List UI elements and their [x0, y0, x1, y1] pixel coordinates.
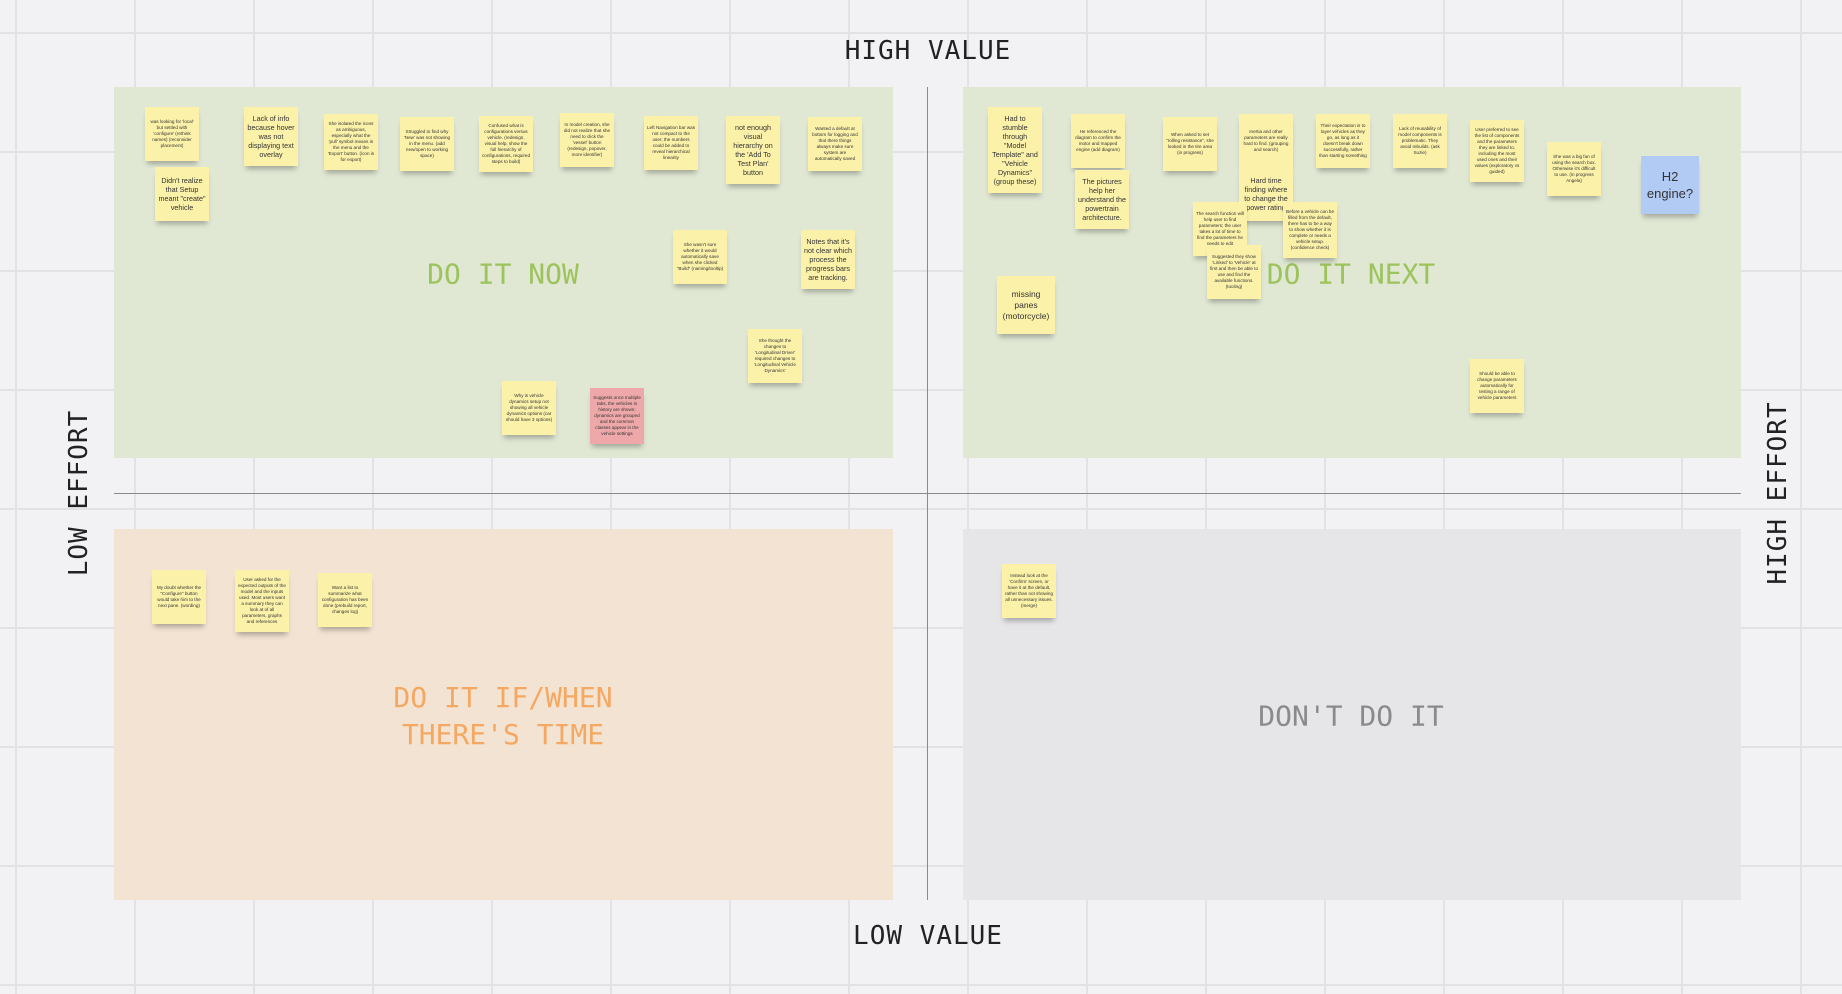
sticky-note-text: H2 engine?	[1646, 169, 1694, 201]
sticky-note-text: She thought the changes to 'Longitudinal…	[754, 338, 796, 373]
sticky-note[interactable]: Why is vehicle dynamics setup not showin…	[502, 381, 556, 435]
sticky-note[interactable]: In model creation, she did not realize t…	[560, 113, 614, 167]
sticky-note[interactable]: Struggled to find why 'New' was not show…	[400, 117, 454, 171]
sticky-note-text: Inertia and other parameters are really …	[1243, 129, 1289, 152]
sticky-note[interactable]: Had to stumble through "Model Template" …	[988, 107, 1042, 193]
axis-label-high-value: HIGH VALUE	[844, 36, 1012, 66]
sticky-note[interactable]: Confused what is configurations versus v…	[479, 116, 533, 172]
sticky-note-text: When asked to set "rolling resistance", …	[1166, 132, 1214, 155]
quadrant-dont-do-it	[963, 529, 1741, 900]
sticky-note-text: Didn't realize that Setup meant "create"…	[158, 176, 206, 212]
sticky-note[interactable]: Before a vehicle can be filled from the …	[1283, 202, 1337, 258]
sticky-note[interactable]: User preferred to see the list of compon…	[1470, 120, 1524, 182]
sticky-note[interactable]: Want a list to summarize what configurat…	[318, 573, 372, 627]
sticky-note[interactable]: Their expectation is to layer vehicles a…	[1316, 114, 1370, 168]
sticky-note[interactable]: He referenced the diagram to confirm the…	[1071, 114, 1125, 168]
sticky-note-text: User asked for the expected outputs of t…	[238, 577, 286, 624]
sticky-note-text: Hard time finding where to change the po…	[1244, 176, 1288, 212]
sticky-note-text: He referenced the diagram to confirm the…	[1075, 129, 1121, 152]
axis-label-high-effort: HIGH EFFORT	[1763, 401, 1793, 585]
sticky-note-text: was looking for 'local' but settled with…	[150, 119, 194, 148]
sticky-note-text: The pictures help her understand the pow…	[1078, 177, 1126, 222]
sticky-note-text: not enough visual hierarchy on the 'Add …	[733, 123, 773, 177]
sticky-note-text: She wasn't sure whether it would automat…	[676, 242, 724, 271]
sticky-note-text: Instead look at the 'Confirm' screen, or…	[1005, 573, 1054, 608]
sticky-note[interactable]: She isolated the icons as ambiguous, esp…	[324, 114, 378, 170]
sticky-note-pink[interactable]: Suggests once multiple tabs, the vehicle…	[590, 388, 644, 444]
sticky-note-text: In model creation, she did not realize t…	[563, 122, 611, 157]
sticky-note[interactable]: She wasn't sure whether it would automat…	[673, 230, 727, 284]
quadrant-label-dont-do-it: DON'T DO IT	[1258, 699, 1444, 733]
sticky-note-text: Suggests once multiple tabs, the vehicle…	[593, 395, 641, 436]
sticky-note[interactable]: Wanted a default at bottom for logging a…	[808, 117, 862, 171]
sticky-note[interactable]: Should be able to change parameters auto…	[1470, 359, 1524, 413]
quadrant-label-do-it-next: DO IT NEXT	[1266, 257, 1436, 291]
sticky-note-text: Lack of reusability of model components …	[1398, 126, 1442, 155]
sticky-note-text: Had to stumble through "Model Template" …	[992, 114, 1038, 186]
sticky-note[interactable]: She was a big fan of using the search bo…	[1547, 142, 1601, 196]
axis-label-low-value: LOW VALUE	[853, 921, 1003, 951]
sticky-note[interactable]: Instead look at the 'Confirm' screen, or…	[1002, 564, 1056, 618]
sticky-note-text: Before a vehicle can be filled from the …	[1286, 209, 1335, 250]
sticky-note-text: Struggled to find why 'New' was not show…	[403, 129, 451, 158]
sticky-note-text: Should be able to change parameters auto…	[1477, 371, 1517, 400]
sticky-note[interactable]: Lack of reusability of model components …	[1393, 114, 1447, 168]
sticky-note-text: Confused what is configurations versus v…	[482, 123, 531, 164]
sticky-note[interactable]: My doubt whether the "Configure" button …	[152, 570, 206, 624]
sticky-note[interactable]: Notes that it's not clear which process …	[801, 230, 855, 289]
sticky-note-text: Left Navigation bar was not compact to t…	[647, 125, 696, 160]
sticky-note-text: Wanted a default at bottom for logging a…	[812, 126, 858, 161]
sticky-note-text: User preferred to see the list of compon…	[1474, 127, 1520, 174]
sticky-note-text: She was a big fan of using the search bo…	[1552, 154, 1596, 183]
sticky-note[interactable]: Lack of info because hover was not displ…	[244, 107, 298, 166]
sticky-note[interactable]: User asked for the expected outputs of t…	[235, 570, 289, 632]
sticky-note[interactable]: The pictures help her understand the pow…	[1075, 170, 1129, 229]
sticky-note-text: Why is vehicle dynamics setup not showin…	[505, 393, 553, 422]
sticky-note[interactable]: When asked to set "rolling resistance", …	[1163, 117, 1217, 171]
sticky-note[interactable]: Suggested they show 'Linked' to 'Vehicle…	[1207, 245, 1261, 299]
sticky-note-text: Want a list to summarize what configurat…	[321, 585, 369, 614]
sticky-note-text: The search function will help user to fi…	[1196, 211, 1245, 246]
sticky-note[interactable]: not enough visual hierarchy on the 'Add …	[726, 116, 780, 184]
sticky-note[interactable]: Didn't realize that Setup meant "create"…	[155, 167, 209, 221]
sticky-note[interactable]: Inertia and other parameters are really …	[1239, 114, 1293, 168]
sticky-note-text: Suggested they show 'Linked' to 'Vehicle…	[1210, 254, 1259, 289]
axis-label-low-effort: LOW EFFORT	[64, 409, 94, 577]
sticky-note-text: missing panes (motorcycle)	[1002, 288, 1050, 321]
sticky-note-text: Lack of info because hover was not displ…	[247, 114, 295, 159]
value-axis-line	[927, 87, 928, 900]
sticky-note-text: My doubt whether the "Configure" button …	[156, 585, 202, 608]
sticky-note-blue[interactable]: H2 engine?	[1641, 156, 1699, 214]
quadrant-label-do-it-if-time: DO IT IF/WHEN THERE'S TIME	[393, 681, 613, 751]
sticky-note[interactable]: She thought the changes to 'Longitudinal…	[748, 329, 802, 383]
sticky-note-text: Their expectation is to layer vehicles a…	[1319, 123, 1367, 158]
sticky-note[interactable]: Left Navigation bar was not compact to t…	[644, 116, 698, 170]
sticky-note[interactable]: missing panes (motorcycle)	[997, 276, 1055, 334]
sticky-note-text: Notes that it's not clear which process …	[804, 237, 852, 282]
sticky-note[interactable]: was looking for 'local' but settled with…	[145, 107, 199, 161]
quadrant-label-do-it-now: DO IT NOW	[427, 257, 579, 291]
sticky-note-text: She isolated the icons as ambiguous, esp…	[327, 121, 375, 162]
